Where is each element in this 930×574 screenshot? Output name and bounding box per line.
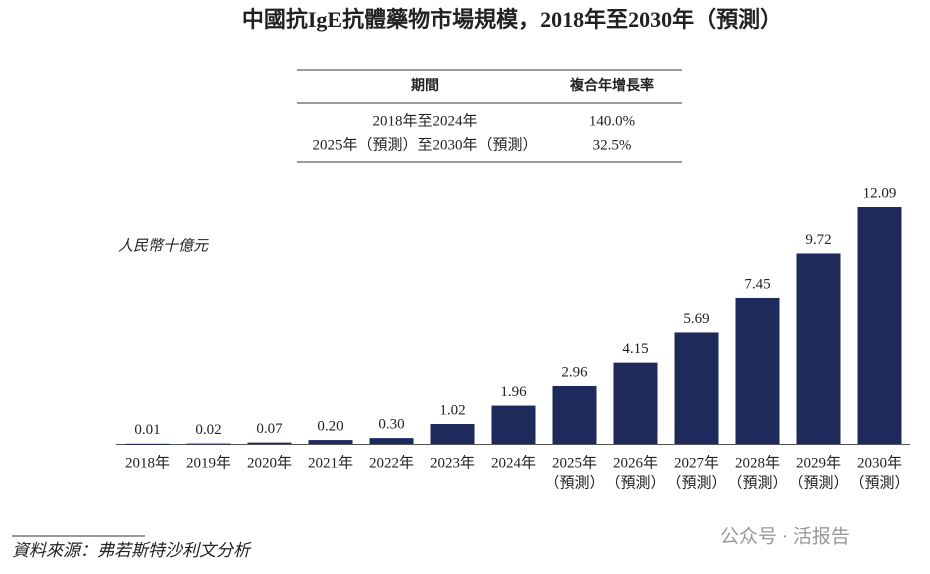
x-tick-label: 2026年 [613, 454, 658, 471]
bar [674, 332, 719, 444]
chart-title: 中國抗IgE抗體藥物市場規模，2018年至2030年（預測） [242, 7, 782, 32]
source-note: 資料來源：弗若斯特沙利文分析 [12, 541, 252, 560]
bar [857, 207, 902, 444]
value-label: 2.96 [561, 364, 588, 380]
bar [308, 440, 353, 444]
x-tick-label: 2028年 [735, 454, 780, 471]
table-header: 複合年增長率 [569, 77, 654, 94]
x-tick-label: 2024年 [491, 454, 536, 471]
value-label: 0.01 [134, 422, 160, 438]
y-axis-label: 人民幣十億元 [118, 237, 209, 254]
bar [491, 405, 536, 444]
value-label: 0.02 [195, 422, 221, 438]
value-label: 1.02 [439, 402, 465, 418]
value-label: 7.45 [744, 276, 770, 292]
value-label: 5.69 [683, 311, 709, 327]
table-cell: 2018年至2024年 [372, 112, 477, 129]
x-tick-label: （預測） [666, 474, 726, 491]
x-tick-label: （預測） [788, 474, 848, 491]
value-label: 0.07 [256, 421, 283, 437]
bar [125, 443, 170, 445]
x-tick-label: （預測） [605, 474, 665, 491]
x-tick-label: （預測） [544, 474, 604, 491]
bar [247, 442, 292, 444]
bar [796, 253, 841, 444]
x-tick-label: （預測） [849, 474, 909, 491]
bar [735, 297, 780, 444]
x-tick-label: 2025年 [552, 454, 597, 471]
x-tick-label: 2022年 [369, 454, 414, 471]
x-tick-label: 2029年 [796, 454, 841, 471]
value-label: 12.09 [863, 185, 897, 201]
x-tick-label: （預測） [727, 474, 787, 491]
table-cell: 2025年（預測）至2030年（預測） [312, 136, 537, 153]
value-label: 0.20 [317, 419, 343, 435]
x-tick-label: 2023年 [430, 454, 475, 471]
x-tick-label: 2027年 [674, 454, 719, 471]
x-tick-label: 2021年 [308, 454, 353, 471]
watermark: 公众号 · 活报告 [720, 525, 850, 547]
value-label: 1.96 [500, 384, 527, 400]
bar [186, 443, 231, 445]
bar [613, 362, 658, 444]
value-label: 4.15 [622, 341, 648, 357]
value-label: 9.72 [805, 232, 831, 248]
value-label: 0.30 [378, 417, 404, 433]
x-tick-label: 2030年 [857, 454, 902, 471]
x-tick-label: 2020年 [247, 454, 292, 471]
table-header: 期間 [411, 78, 439, 94]
x-tick-label: 2018年 [125, 454, 170, 471]
bar [430, 424, 475, 444]
bar [369, 438, 414, 444]
x-tick-label: 2019年 [186, 454, 231, 471]
bar [552, 385, 597, 444]
table-cell: 32.5% [593, 137, 632, 153]
table-cell: 140.0% [589, 113, 635, 129]
